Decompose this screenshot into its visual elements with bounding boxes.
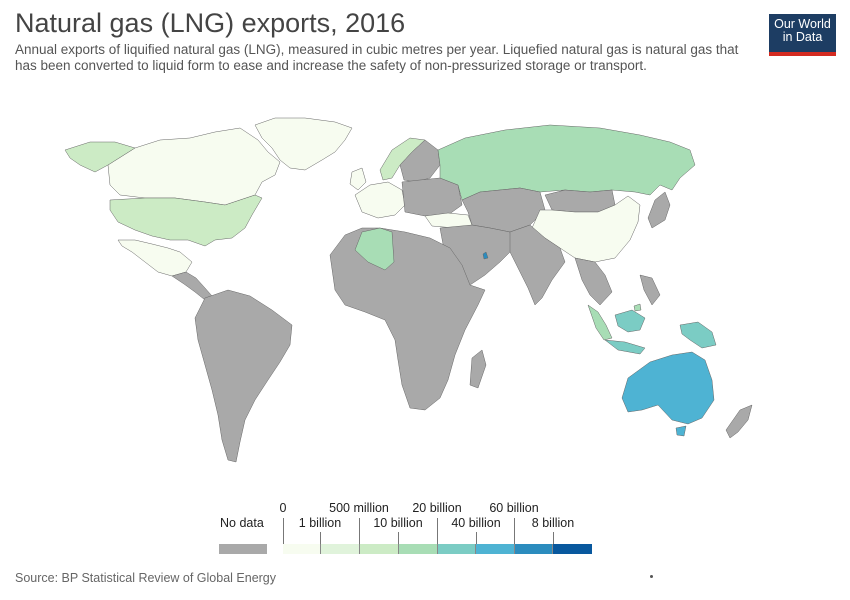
chart-title: Natural gas (LNG) exports, 2016	[15, 8, 406, 38]
chart-subtitle: Annual exports of liquified natural gas …	[15, 42, 739, 73]
legend-tick-mark	[320, 532, 321, 544]
legend-tick-label: 10 billion	[373, 516, 423, 530]
world-map	[64, 117, 753, 463]
owid-logo[interactable]: Our World in Data	[769, 14, 836, 56]
legend-bin-5[interactable]	[476, 544, 515, 554]
country-mexico[interactable]	[117, 239, 193, 277]
legend-tick-label: 1 billion	[298, 516, 342, 530]
legend-tick-mark	[283, 518, 284, 544]
country-algeria[interactable]	[354, 227, 395, 271]
legend-tick-mark	[476, 532, 477, 544]
logo-line-1: Our World	[774, 17, 831, 31]
country-united-kingdom[interactable]	[349, 167, 367, 191]
legend-tick-label: 0	[279, 501, 287, 515]
legend-tick-mark	[514, 518, 515, 544]
footer-dot	[650, 575, 653, 578]
country-japan[interactable]	[647, 191, 671, 229]
country-greenland[interactable]	[254, 117, 353, 171]
legend-tick-mark	[398, 532, 399, 544]
logo-accent-bar	[769, 52, 836, 56]
logo-line-2: in Data	[782, 30, 823, 44]
legend-bin-6[interactable]	[515, 544, 553, 554]
region-africa[interactable]	[329, 227, 486, 411]
legend-bin-4[interactable]	[438, 544, 476, 554]
country-brunei[interactable]	[633, 303, 642, 312]
country-madagascar[interactable]	[469, 349, 487, 389]
legend-bin-2[interactable]	[360, 544, 399, 554]
legend-tick-label: 60 billion	[489, 501, 539, 515]
map-legend: No data 0 500 million 20 billion 60 bill…	[0, 496, 850, 566]
legend-tick-mark	[553, 532, 554, 544]
country-united-states[interactable]	[109, 194, 263, 247]
legend-tick-mark	[437, 518, 438, 544]
legend-bin-7[interactable]	[553, 544, 592, 554]
legend-tick-label: 8 billion	[531, 516, 575, 530]
region-central-america[interactable]	[171, 271, 213, 301]
country-malaysia[interactable]	[587, 304, 613, 341]
legend-bin-3[interactable]	[399, 544, 438, 554]
country-india[interactable]	[509, 224, 566, 306]
country-papua-new-guinea[interactable]	[679, 321, 717, 349]
legend-no-data-label: No data	[220, 516, 264, 530]
country-australia[interactable]	[621, 351, 715, 425]
legend-tick-label: 500 million	[329, 501, 389, 515]
country-alaska[interactable]	[64, 141, 136, 173]
country-philippines[interactable]	[639, 274, 661, 306]
country-canada[interactable]	[107, 127, 281, 206]
legend-no-data-swatch[interactable]	[219, 544, 267, 554]
region-south-america[interactable]	[194, 289, 293, 463]
region-southeast-asia[interactable]	[574, 257, 613, 306]
region-western-europe[interactable]	[354, 181, 406, 219]
country-mongolia[interactable]	[544, 189, 616, 213]
country-russia[interactable]	[437, 124, 696, 201]
country-new-zealand[interactable]	[725, 404, 753, 439]
legend-tick-mark	[359, 518, 360, 544]
legend-tick-label: 20 billion	[412, 501, 462, 515]
source-note[interactable]: Source: BP Statistical Review of Global …	[15, 571, 277, 585]
country-indonesia[interactable]	[604, 309, 646, 355]
country-australia-tasmania[interactable]	[675, 425, 687, 437]
legend-tick-label: 40 billion	[451, 516, 501, 530]
country-qatar[interactable]	[482, 251, 489, 260]
legend-bin-1[interactable]	[321, 544, 360, 554]
region-eastern-europe[interactable]	[401, 177, 463, 217]
legend-bin-0[interactable]	[283, 544, 321, 554]
